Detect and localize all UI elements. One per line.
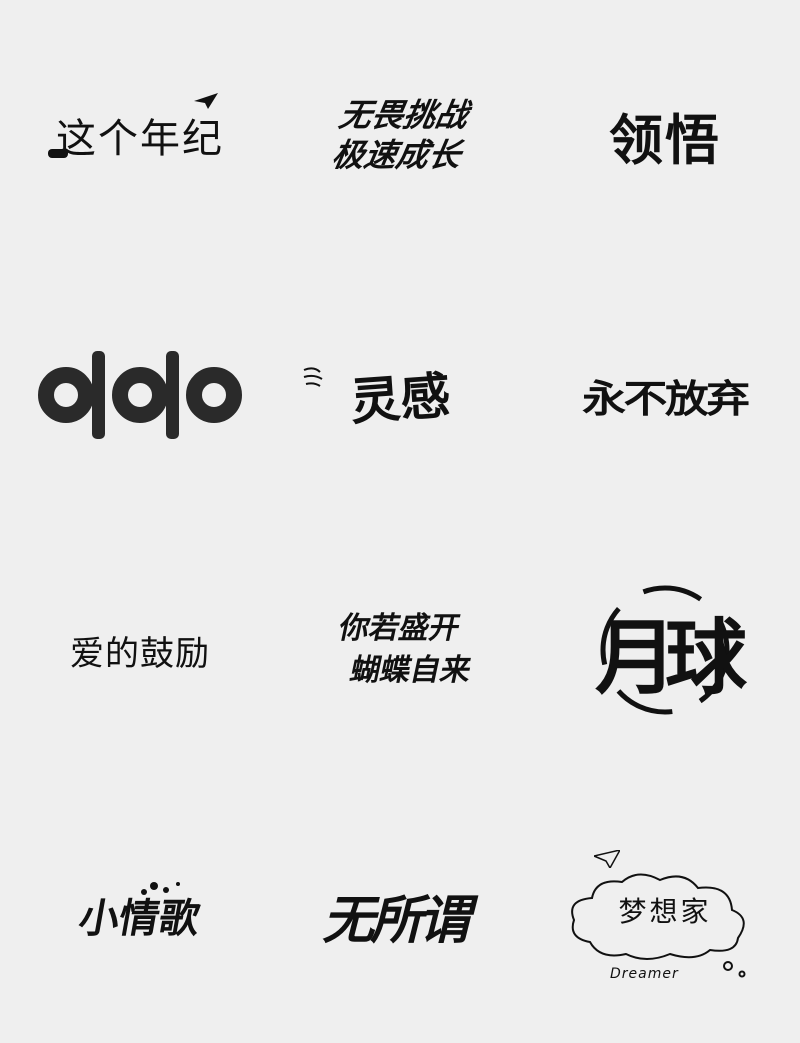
logo-text: 无所谓 [319,890,479,951]
logo-text: 灵感 [348,366,453,432]
logo-line-2: 蝴蝶自来 [346,653,475,688]
logo-text: 月球 [594,610,747,706]
logo-zhege-nianji: 这个年纪 [20,75,260,195]
logo-niruo-shengkai: 你若盛开 蝴蝶自来 [280,570,520,730]
logo-line-1: 你若盛开 [335,611,464,646]
cloud-outline [571,873,746,978]
logo-text: 领悟 [609,107,721,172]
gamepad-icon [48,149,68,158]
logo-text [38,351,242,439]
logo-aide-guli: 爱的鼓励 [20,570,260,730]
logo-text: 爱的鼓励 [70,633,210,674]
logo-text: 永不放弃 [582,376,750,421]
circle-frame [600,585,730,715]
swirl-icon [303,367,323,387]
logo-linggan: 灵感 [280,330,520,460]
logo-mengxiangjia: 梦想家 Dreamer [540,850,790,982]
logo-wusuowei: 无所谓 [280,850,520,980]
paper-plane-icon [194,93,218,109]
logo-xiao-qingge: 小情歌 [20,850,260,980]
logo-text: 梦想家 [618,895,712,928]
logo-line-2: 极速成长 [329,136,464,174]
logo-yongbu-fangqi: 永不放弃 [540,330,790,460]
logo-text: 这个年纪 [56,116,224,162]
splash-dots-icon [141,882,180,895]
logo-korean-circles: 이이 [20,330,260,460]
logo-lingwu: 领悟 [540,75,790,195]
paper-plane-icon [594,850,620,868]
logo-text: 小情歌 [75,896,204,942]
logo-subtitle: Dreamer [610,966,679,982]
logo-line-1: 无畏挑战 [336,96,471,134]
logo-yueqiu: 月球 [540,570,790,730]
logo-wuwei-tiaozhan: 无畏挑战 极速成长 [280,75,520,195]
